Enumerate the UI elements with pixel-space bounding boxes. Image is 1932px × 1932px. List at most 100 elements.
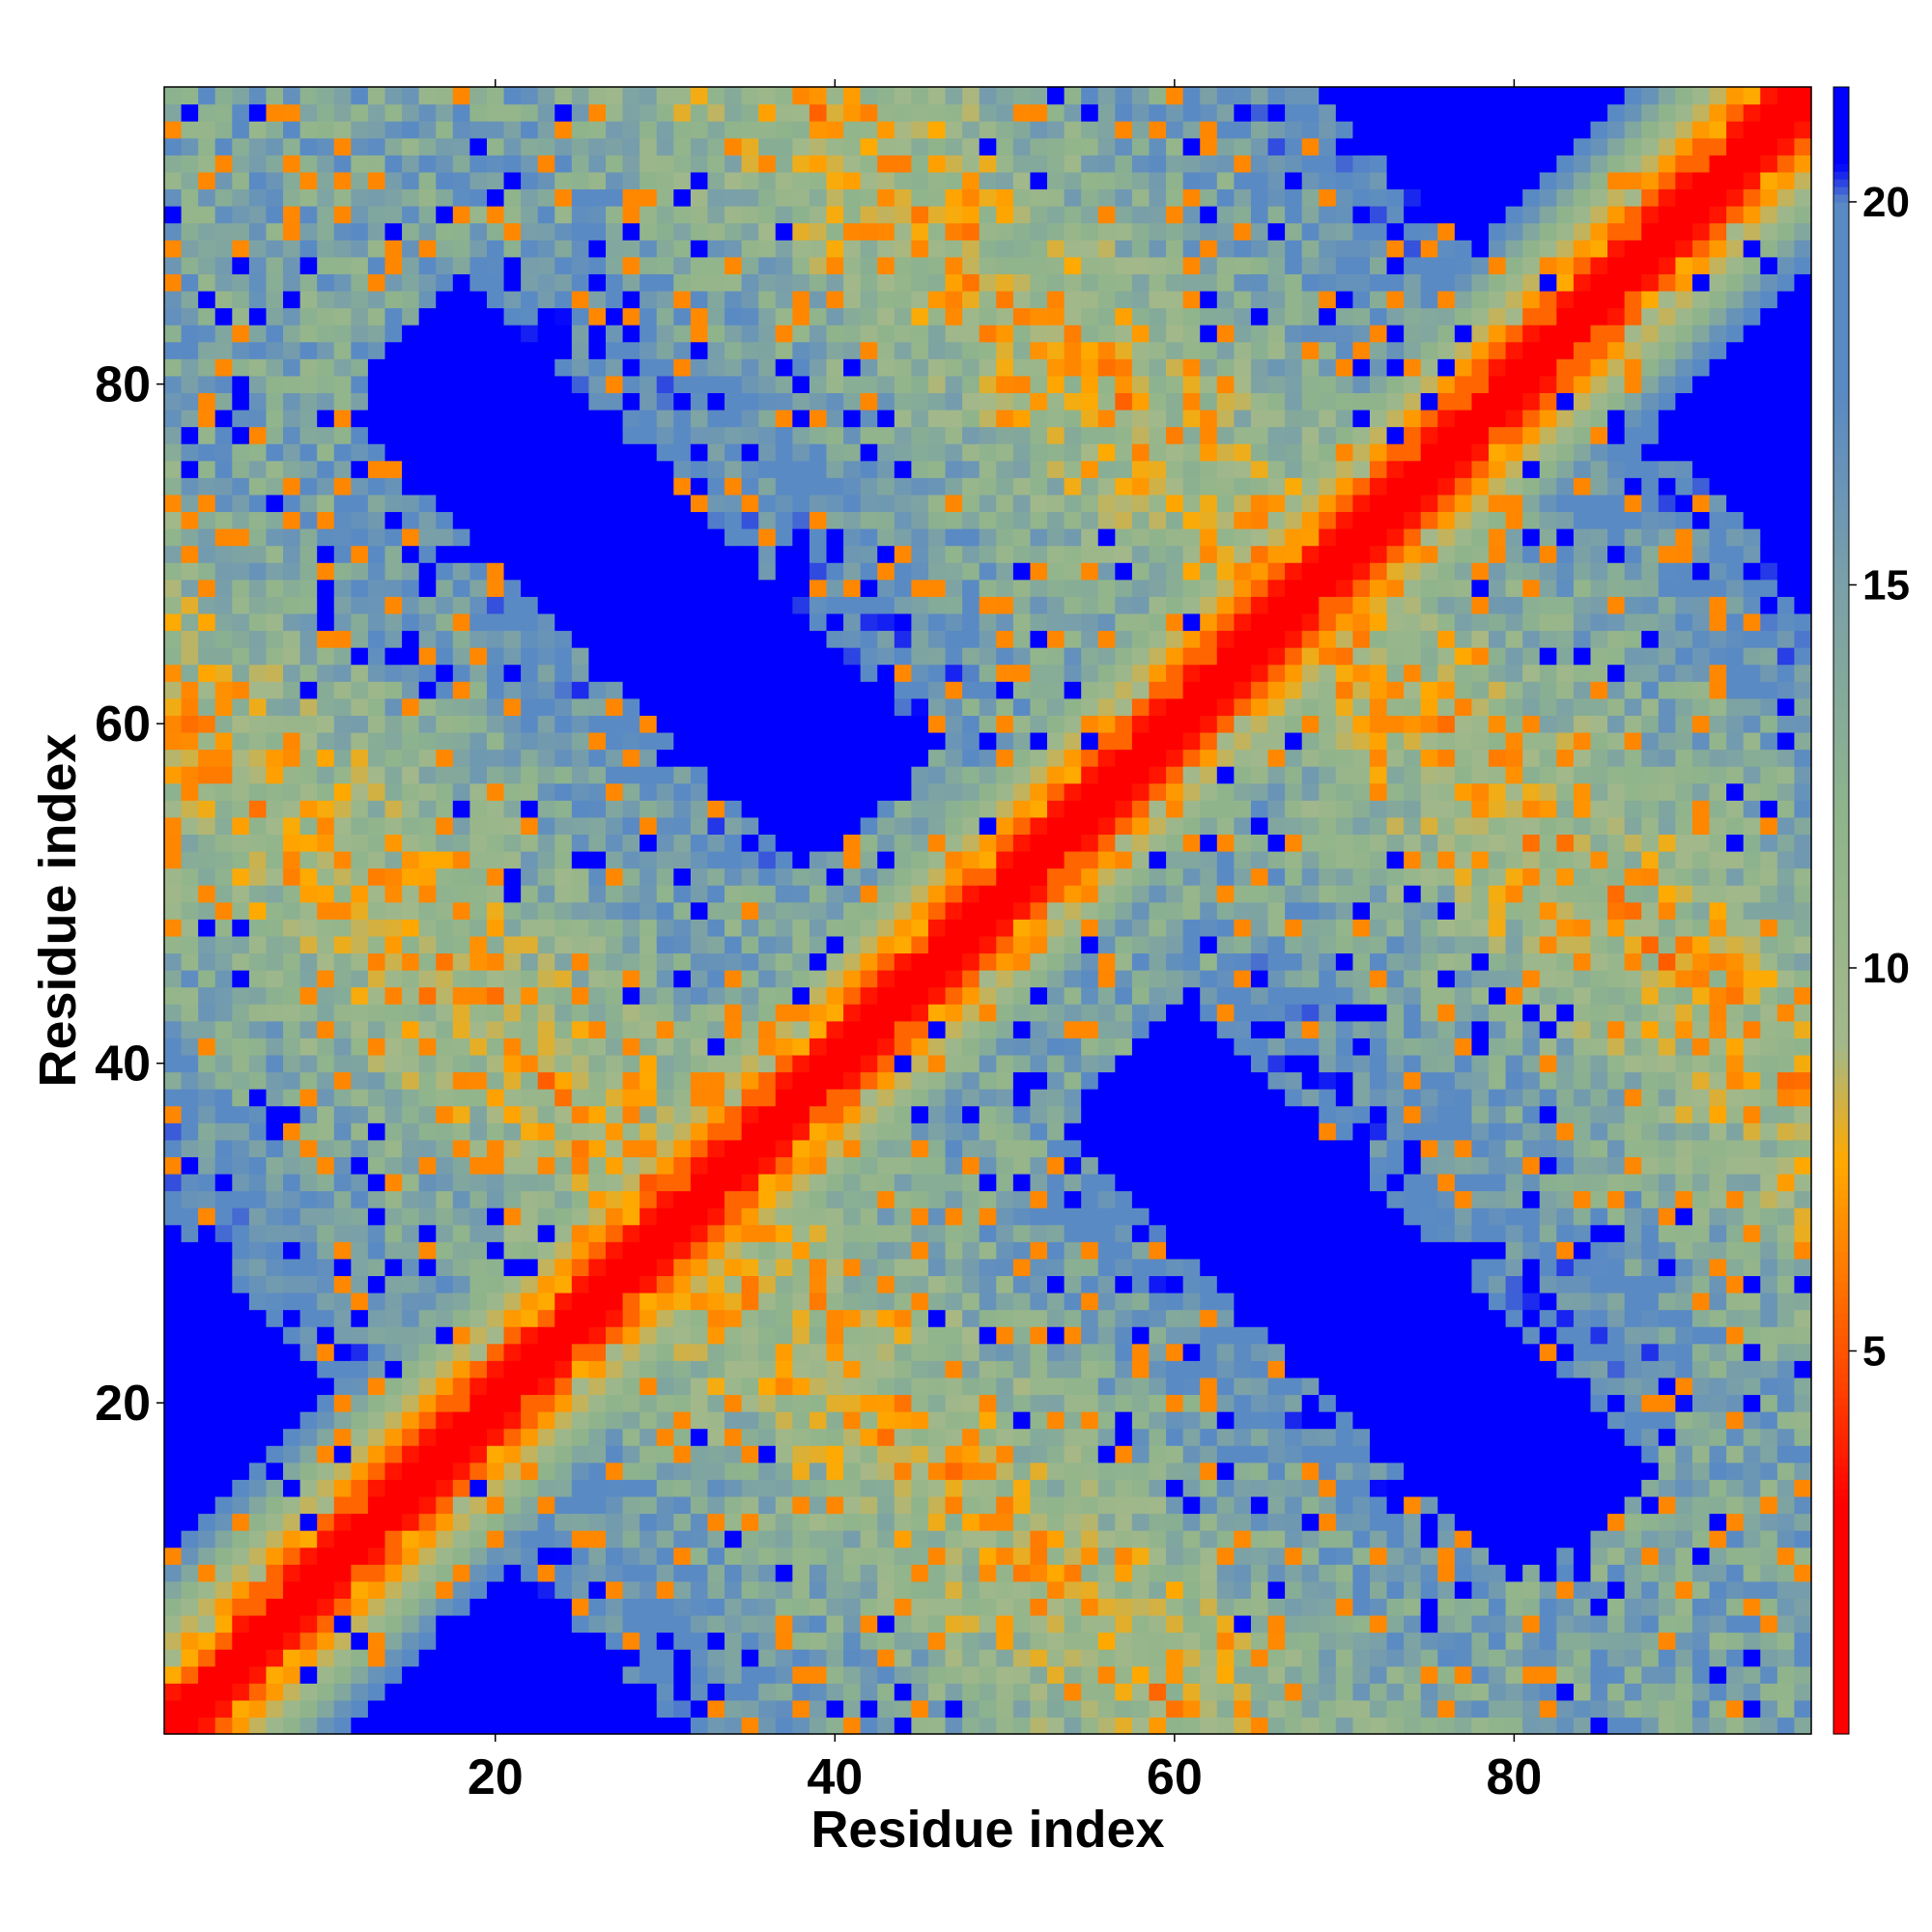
heatmap-cell — [452, 1173, 470, 1192]
heatmap-cell — [945, 1699, 963, 1719]
heatmap-cell — [299, 952, 318, 971]
heatmap-cell — [266, 664, 284, 682]
heatmap-cell — [367, 986, 386, 1005]
heatmap-cell — [622, 1071, 640, 1090]
heatmap-cell — [860, 222, 878, 241]
heatmap-cell — [927, 1649, 947, 1667]
heatmap-cell — [283, 1241, 301, 1260]
heatmap-cell — [402, 1309, 420, 1327]
heatmap-cell — [911, 426, 929, 444]
heatmap-cell — [452, 1665, 470, 1684]
heatmap-cell — [707, 1309, 725, 1327]
heatmap-cell — [469, 681, 488, 699]
heatmap-cell — [588, 800, 607, 818]
heatmap-cell — [962, 290, 980, 309]
heatmap-cell — [571, 1717, 590, 1735]
heatmap-cell — [860, 1037, 878, 1056]
heatmap-cell — [486, 562, 505, 581]
heatmap-cell — [1012, 1309, 1032, 1327]
heatmap-cell — [571, 1020, 590, 1038]
heatmap-cell — [962, 1530, 980, 1548]
heatmap-cell — [792, 1190, 810, 1208]
heatmap-cell — [181, 1309, 199, 1327]
heatmap-cell — [588, 1224, 607, 1242]
heatmap-cell — [639, 1190, 658, 1208]
heatmap-cell — [469, 477, 488, 496]
heatmap-cell — [384, 460, 403, 478]
heatmap-cell — [775, 426, 793, 444]
heatmap-cell — [333, 850, 352, 869]
heatmap-cell — [351, 1614, 369, 1634]
heatmap-cell — [588, 782, 607, 801]
heatmap-cell — [351, 528, 369, 547]
heatmap-cell — [436, 1632, 454, 1650]
heatmap-cell — [317, 155, 335, 173]
heatmap-cell — [622, 1241, 640, 1260]
heatmap-cell — [588, 121, 607, 139]
heatmap-cell — [469, 1275, 488, 1293]
heatmap-cell — [537, 952, 555, 971]
heatmap-cell — [860, 409, 878, 428]
heatmap-cell — [962, 901, 980, 920]
heatmap-cell — [639, 87, 658, 105]
heatmap-cell — [266, 409, 284, 428]
heatmap-cell — [1030, 1699, 1048, 1719]
heatmap-cell — [402, 681, 420, 699]
heatmap-cell — [588, 171, 607, 190]
heatmap-cell — [860, 1326, 878, 1345]
heatmap-cell — [418, 409, 437, 428]
heatmap-cell — [809, 121, 828, 139]
heatmap-cell — [486, 494, 505, 513]
heatmap-cell — [707, 1717, 725, 1735]
heatmap-cell — [826, 1360, 844, 1378]
heatmap-cell — [1030, 1530, 1048, 1548]
heatmap-cell — [775, 307, 793, 326]
heatmap-cell — [1012, 664, 1032, 682]
heatmap-cell — [707, 1122, 725, 1141]
heatmap-cell — [351, 206, 369, 224]
heatmap-cell — [656, 358, 674, 377]
heatmap-cell — [351, 358, 369, 377]
heatmap-cell — [469, 528, 488, 547]
heatmap-cell — [724, 1309, 743, 1327]
heatmap-cell — [521, 155, 539, 173]
heatmap-cell — [843, 681, 862, 699]
heatmap-cell — [232, 1717, 250, 1735]
heatmap-cell — [1030, 1258, 1048, 1277]
heatmap-cell — [945, 1377, 963, 1396]
heatmap-cell — [707, 409, 725, 428]
heatmap-cell — [639, 850, 658, 869]
heatmap-cell — [181, 121, 199, 139]
heatmap-cell — [418, 1173, 437, 1192]
heatmap-cell — [214, 1292, 233, 1311]
heatmap-cell — [248, 87, 268, 105]
heatmap-cell — [622, 375, 640, 393]
heatmap-cell — [1012, 867, 1032, 886]
heatmap-cell — [571, 240, 590, 258]
heatmap-cell — [418, 426, 437, 444]
heatmap-cell — [214, 970, 233, 988]
heatmap-cell — [639, 392, 658, 411]
heatmap-cell — [1030, 1054, 1048, 1073]
heatmap-cell — [707, 800, 725, 818]
heatmap-cell — [367, 155, 386, 173]
heatmap-cell — [588, 1717, 607, 1735]
heatmap-cell — [792, 1462, 810, 1480]
heatmap-cell — [503, 1462, 522, 1480]
heatmap-cell — [639, 1275, 658, 1293]
heatmap-cell — [469, 1190, 488, 1208]
heatmap-cell — [622, 137, 640, 156]
heatmap-cell — [911, 358, 929, 377]
heatmap-cell — [554, 1632, 573, 1650]
heatmap-cell — [622, 1343, 640, 1361]
heatmap-cell — [436, 171, 454, 190]
heatmap-cell — [232, 850, 250, 869]
heatmap-cell — [606, 596, 624, 614]
heatmap-cell — [198, 664, 216, 682]
heatmap-cell — [843, 1105, 862, 1123]
heatmap-cell — [588, 562, 607, 581]
heatmap-cell — [656, 562, 674, 581]
heatmap-cell — [927, 240, 947, 258]
heatmap-cell — [418, 867, 437, 886]
heatmap-cell — [809, 766, 828, 784]
